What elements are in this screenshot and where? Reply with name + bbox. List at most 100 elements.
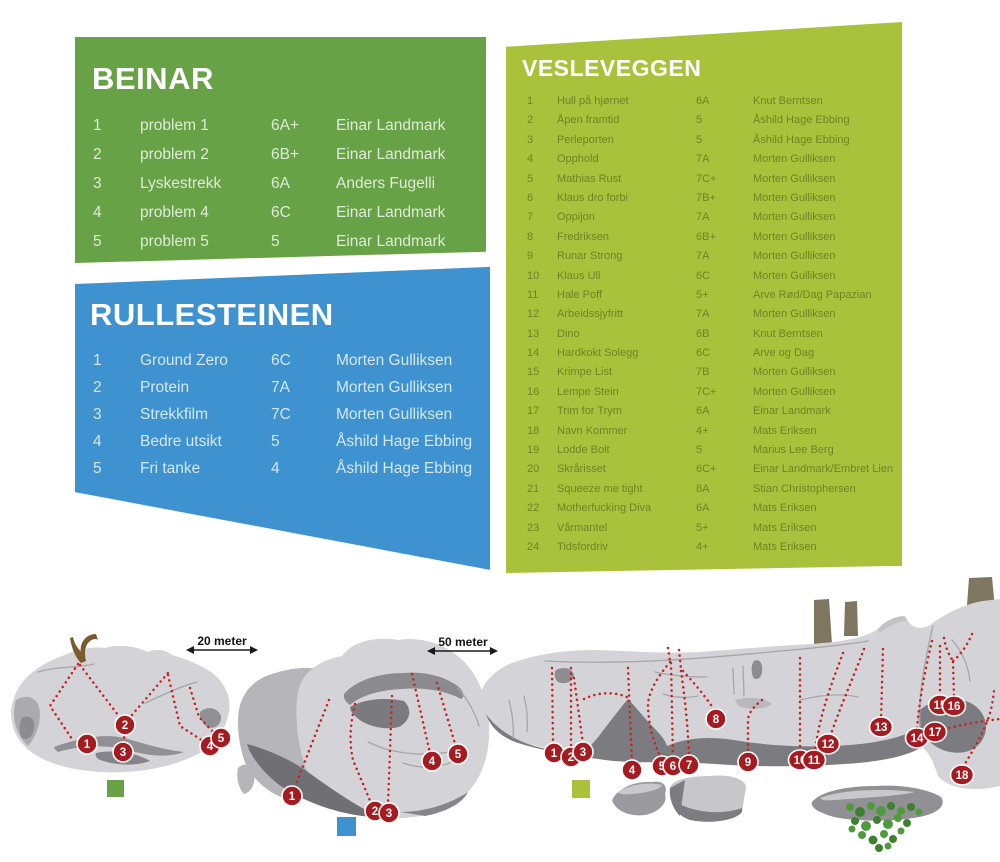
route-name: Lodde Bolt xyxy=(557,444,610,457)
route-name: Hale Poff xyxy=(557,288,603,301)
route-row-vesleveggen-9: 9 Runar Strong 7A Morten Gulliksen xyxy=(527,247,896,266)
route-num: 5 xyxy=(93,233,102,250)
route-grade: 6A xyxy=(271,175,290,192)
route-marker-beinar-1: 1 xyxy=(76,733,98,755)
route-name: Tidsfordriv xyxy=(557,540,608,553)
route-name: Protein xyxy=(140,379,190,396)
route-author: Arve Rød/Dag Papazian xyxy=(753,288,872,301)
legend-square-vesleveggen xyxy=(572,780,590,798)
route-num: 16 xyxy=(527,385,540,398)
route-marker-beinar-5: 5 xyxy=(210,727,232,749)
area-legend-squares xyxy=(107,780,590,836)
route-grade: 5+ xyxy=(696,288,709,301)
route-num: 13 xyxy=(527,327,540,340)
svg-text:9: 9 xyxy=(745,757,751,769)
route-name: Krimpe List xyxy=(557,366,613,379)
route-row-vesleveggen-20: 20 Skrårisset 6C+ Einar Landmark/Embret Lie… xyxy=(527,460,896,479)
svg-text:13: 13 xyxy=(875,722,888,734)
route-name: Lempe Stein xyxy=(557,385,619,398)
legend-square-beinar xyxy=(107,780,124,797)
route-num: 1 xyxy=(93,352,102,369)
route-author: Morten Gulliksen xyxy=(753,211,836,224)
scale-arrow-1: 50 meter xyxy=(427,635,498,655)
rullesteinen-boulder xyxy=(237,638,490,819)
route-author: Åshild Hage Ebbing xyxy=(336,460,473,477)
svg-text:1: 1 xyxy=(289,791,296,803)
route-row-vesleveggen-3: 3 Perleporten 5 Åshild Hage Ebbing xyxy=(527,131,896,150)
svg-text:1: 1 xyxy=(551,748,558,760)
route-marker-rullesteinen-4: 4 xyxy=(421,750,443,772)
route-author: Knut Berntsen xyxy=(753,95,823,107)
route-author: Mats Eriksen xyxy=(753,540,817,553)
rullesteinen-route-lines xyxy=(292,672,458,807)
route-author: Morten Gulliksen xyxy=(753,191,836,204)
route-name: Klaus Ull xyxy=(557,269,601,282)
route-author: Stian Christophersen xyxy=(753,482,856,495)
svg-text:11: 11 xyxy=(808,755,821,767)
route-num: 22 xyxy=(527,502,540,515)
svg-text:1: 1 xyxy=(84,739,91,751)
panel-title-beinar: BEINAR xyxy=(92,61,214,96)
route-author: Einar Landmark xyxy=(753,405,831,418)
route-grade: 5 xyxy=(271,433,280,450)
route-author: Einar Landmark/Embret Lien xyxy=(753,463,894,476)
route-num: 15 xyxy=(527,366,540,379)
route-num: 17 xyxy=(527,405,540,418)
route-row-vesleveggen-15: 15 Krimpe List 7B Morten Gulliksen xyxy=(527,363,896,382)
route-grade: 7A xyxy=(696,211,710,224)
route-marker-vesleveggen-17: 17 xyxy=(922,721,948,743)
route-marker-vesleveggen-16: 16 xyxy=(941,695,967,717)
tree-trunk xyxy=(844,601,858,636)
route-name: Hull på hjørnet xyxy=(557,95,629,107)
scale-label: 50 meter xyxy=(438,635,488,649)
route-marker-vesleveggen-4: 4 xyxy=(621,759,643,781)
route-num: 2 xyxy=(93,146,102,163)
route-row-rullesteinen-3: 3 Strekkfilm 7C Morten Gulliksen xyxy=(93,401,482,428)
route-num: 2 xyxy=(93,379,102,396)
svg-text:3: 3 xyxy=(580,747,586,759)
route-author: Anders Fugelli xyxy=(336,175,436,192)
route-grade: 6C xyxy=(271,352,291,369)
route-num: 3 xyxy=(93,406,102,423)
route-row-vesleveggen-8: 8 Fredriksen 6B+ Morten Gulliksen xyxy=(527,228,896,247)
route-marker-rullesteinen-3: 3 xyxy=(378,802,400,824)
route-num: 10 xyxy=(527,269,540,282)
route-grade: 5 xyxy=(696,114,703,127)
route-name: Lyskestrekk xyxy=(140,175,222,192)
route-name: Åpen framtid xyxy=(557,114,620,127)
route-name: problem 4 xyxy=(140,204,209,221)
route-row-vesleveggen-16: 16 Lempe Stein 7C+ Morten Gulliksen xyxy=(527,383,896,402)
route-grade: 6A xyxy=(696,405,710,418)
route-marker-beinar-3: 3 xyxy=(112,741,134,763)
route-row-vesleveggen-19: 19 Lodde Bolt 5 Marius Lee Berg xyxy=(527,441,896,460)
route-row-beinar-3: 3 Lyskestrekk 6A Anders Fugelli xyxy=(93,169,476,198)
route-name: Navn Kommer xyxy=(557,424,628,437)
route-grade: 6B xyxy=(696,327,710,340)
route-row-rullesteinen-4: 4 Bedre utsikt 5 Åshild Hage Ebbing xyxy=(93,428,482,455)
route-marker-vesleveggen-13: 13 xyxy=(868,716,894,738)
route-name: Strekkfilm xyxy=(140,406,209,423)
route-row-vesleveggen-2: 2 Åpen framtid 5 Åshild Hage Ebbing xyxy=(527,111,896,130)
route-num: 5 xyxy=(527,172,534,185)
route-marker-vesleveggen-7: 7 xyxy=(678,754,700,776)
route-name: Oppijon xyxy=(557,211,595,224)
route-grade: 7B+ xyxy=(696,191,716,204)
route-row-rullesteinen-5: 5 Fri tanke 4 Åshild Hage Ebbing xyxy=(93,455,482,482)
route-author: Morten Gulliksen xyxy=(753,153,836,166)
route-grade: 7C+ xyxy=(696,172,717,185)
route-author: Mats Eriksen xyxy=(753,502,817,515)
route-name: Fri tanke xyxy=(140,460,201,477)
route-row-vesleveggen-21: 21 Squeeze me tight 8A Stian Christophersen xyxy=(527,480,896,499)
svg-text:2: 2 xyxy=(122,720,128,732)
route-author: Åshild Hage Ebbing xyxy=(753,114,850,127)
panel-title-rullesteinen: RULLESTEINEN xyxy=(90,297,334,332)
route-num: 18 xyxy=(527,424,540,437)
route-author: Einar Landmark xyxy=(336,146,446,163)
svg-text:2: 2 xyxy=(372,806,378,818)
route-num: 23 xyxy=(527,521,540,534)
route-author: Morten Gulliksen xyxy=(753,269,836,282)
route-list-vesleveggen: 1 Hull på hjørnet 6A Knut Berntsen 2 Åpen fra… xyxy=(527,92,896,557)
route-num: 21 xyxy=(527,482,540,495)
route-row-vesleveggen-22: 22 Motherfucking Diva 6A Mats Eriksen xyxy=(527,499,896,518)
route-grade: 4 xyxy=(271,460,280,477)
